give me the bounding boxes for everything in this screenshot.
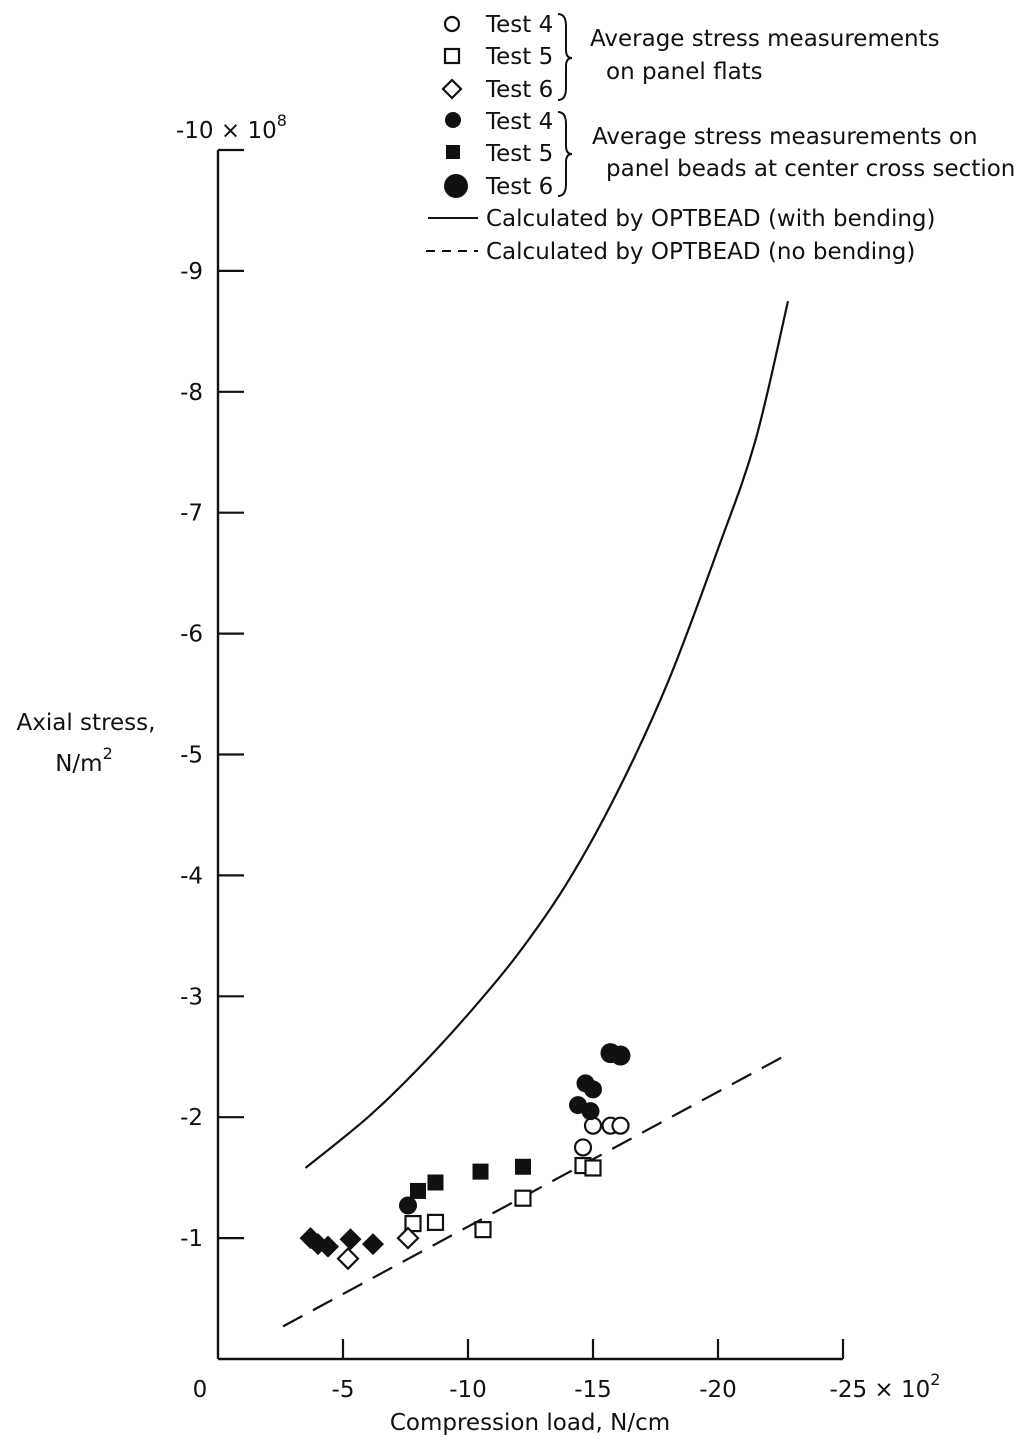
point-beads-test5 <box>427 1174 444 1191</box>
point-beads-test4 <box>581 1102 600 1121</box>
tick-labels: 0 -5 -10 -15 -20 -25 × 102 -1 -2 -3 -4 -5 -6 -7 -8 -9 -… <box>176 111 940 1403</box>
legend-brace-beads <box>557 111 573 197</box>
legend-label-no-bending: Calculated by OPTBEAD (no bending) <box>486 239 915 265</box>
axes <box>216 150 843 1361</box>
legend-label-flats-test4: Test 4 <box>485 12 553 38</box>
legend-flats-line2: on panel flats <box>606 59 763 85</box>
y-tick-label: -3 <box>180 984 203 1010</box>
legend-beads-line2: panel beads at center cross section <box>606 156 1015 182</box>
curve-with-bending <box>304 300 790 1169</box>
y-tick-label: -4 <box>180 863 203 889</box>
point-flats-test4 <box>573 1138 593 1157</box>
legend-label-beads-test6: Test 6 <box>485 174 553 200</box>
legend-marker-beads-test5 <box>446 145 460 159</box>
y-tick-label: -1 <box>180 1226 203 1252</box>
x-tick-exponent: 2 <box>930 1370 940 1389</box>
y-axis-unit: N/m <box>55 751 102 777</box>
y-tick-label: -6 <box>180 622 203 648</box>
point-flats-test5 <box>404 1214 422 1233</box>
point-flats-test6 <box>336 1247 360 1271</box>
point-beads-test6 <box>339 1228 362 1251</box>
legend-marker-flats-test5 <box>443 47 461 65</box>
y-tick-label: -8 <box>180 380 203 406</box>
point-flats-test5 <box>584 1159 602 1177</box>
legend-beads-line1: Average stress measurements on <box>592 124 978 150</box>
y-tick-label: -10 × 108 <box>176 111 287 144</box>
legend-marker-flats-test6 <box>441 78 463 100</box>
point-beads-test5 <box>472 1163 489 1180</box>
point-flats-test4 <box>611 1116 630 1135</box>
legend-label-flats-test5: Test 5 <box>485 44 553 70</box>
y-tick-label: -2 <box>180 1105 203 1131</box>
point-beads-test6-large <box>610 1045 631 1066</box>
legend-brace-flats <box>557 13 573 101</box>
ticks <box>218 148 845 1359</box>
x-tick-label: -15 <box>574 1377 612 1403</box>
legend-flats-line1: Average stress measurements <box>590 26 940 52</box>
x-tick-label: -10 <box>449 1377 487 1403</box>
legend-label-beads-test5: Test 5 <box>485 141 553 167</box>
legend-marker-beads-test6 <box>444 174 468 198</box>
point-flats-test5 <box>426 1213 445 1231</box>
x-tick-label: -5 <box>332 1377 355 1403</box>
y-axis-title-line2: N/m2 <box>55 744 113 777</box>
x-axis-title: Compression load, N/cm <box>390 1410 670 1436</box>
y-axis-title-line1: Axial stress, <box>17 710 156 736</box>
x-tick-label: -20 <box>699 1377 737 1403</box>
point-flats-test5 <box>514 1189 532 1207</box>
y-tick-exponent: 8 <box>277 111 287 130</box>
x-tick-label: -25 × 102 <box>830 1370 941 1403</box>
y-axis-unit-exponent: 2 <box>103 744 113 763</box>
point-flats-test4 <box>583 1116 603 1135</box>
x-tick-label: 0 <box>193 1377 208 1403</box>
legend-marker-beads-test4 <box>445 112 461 128</box>
point-beads-test6 <box>362 1233 384 1256</box>
point-beads-test6 <box>317 1235 339 1258</box>
legend-marker-flats-test4 <box>443 15 461 33</box>
point-beads-test4 <box>399 1196 417 1215</box>
legend-label-with-bending: Calculated by OPTBEAD (with bending) <box>486 206 936 232</box>
legend-label-beads-test4: Test 4 <box>485 109 553 135</box>
point-beads-test5 <box>515 1158 531 1175</box>
point-beads-test4 <box>584 1080 602 1099</box>
y-tick-label: -5 <box>180 743 203 769</box>
data-markers <box>299 1043 631 1271</box>
y-tick-label: -7 <box>180 501 203 527</box>
y-tick-label: -9 <box>180 259 203 285</box>
curve-no-bending <box>282 1055 784 1328</box>
legend-label-flats-test6: Test 6 <box>485 77 553 103</box>
legend: Test 4 Test 5 Test 6 Average stress meas… <box>426 12 1015 265</box>
point-beads-test5 <box>410 1182 426 1199</box>
point-flats-test5 <box>474 1221 492 1239</box>
point-flats-test6 <box>396 1226 420 1250</box>
curves <box>282 300 790 1328</box>
